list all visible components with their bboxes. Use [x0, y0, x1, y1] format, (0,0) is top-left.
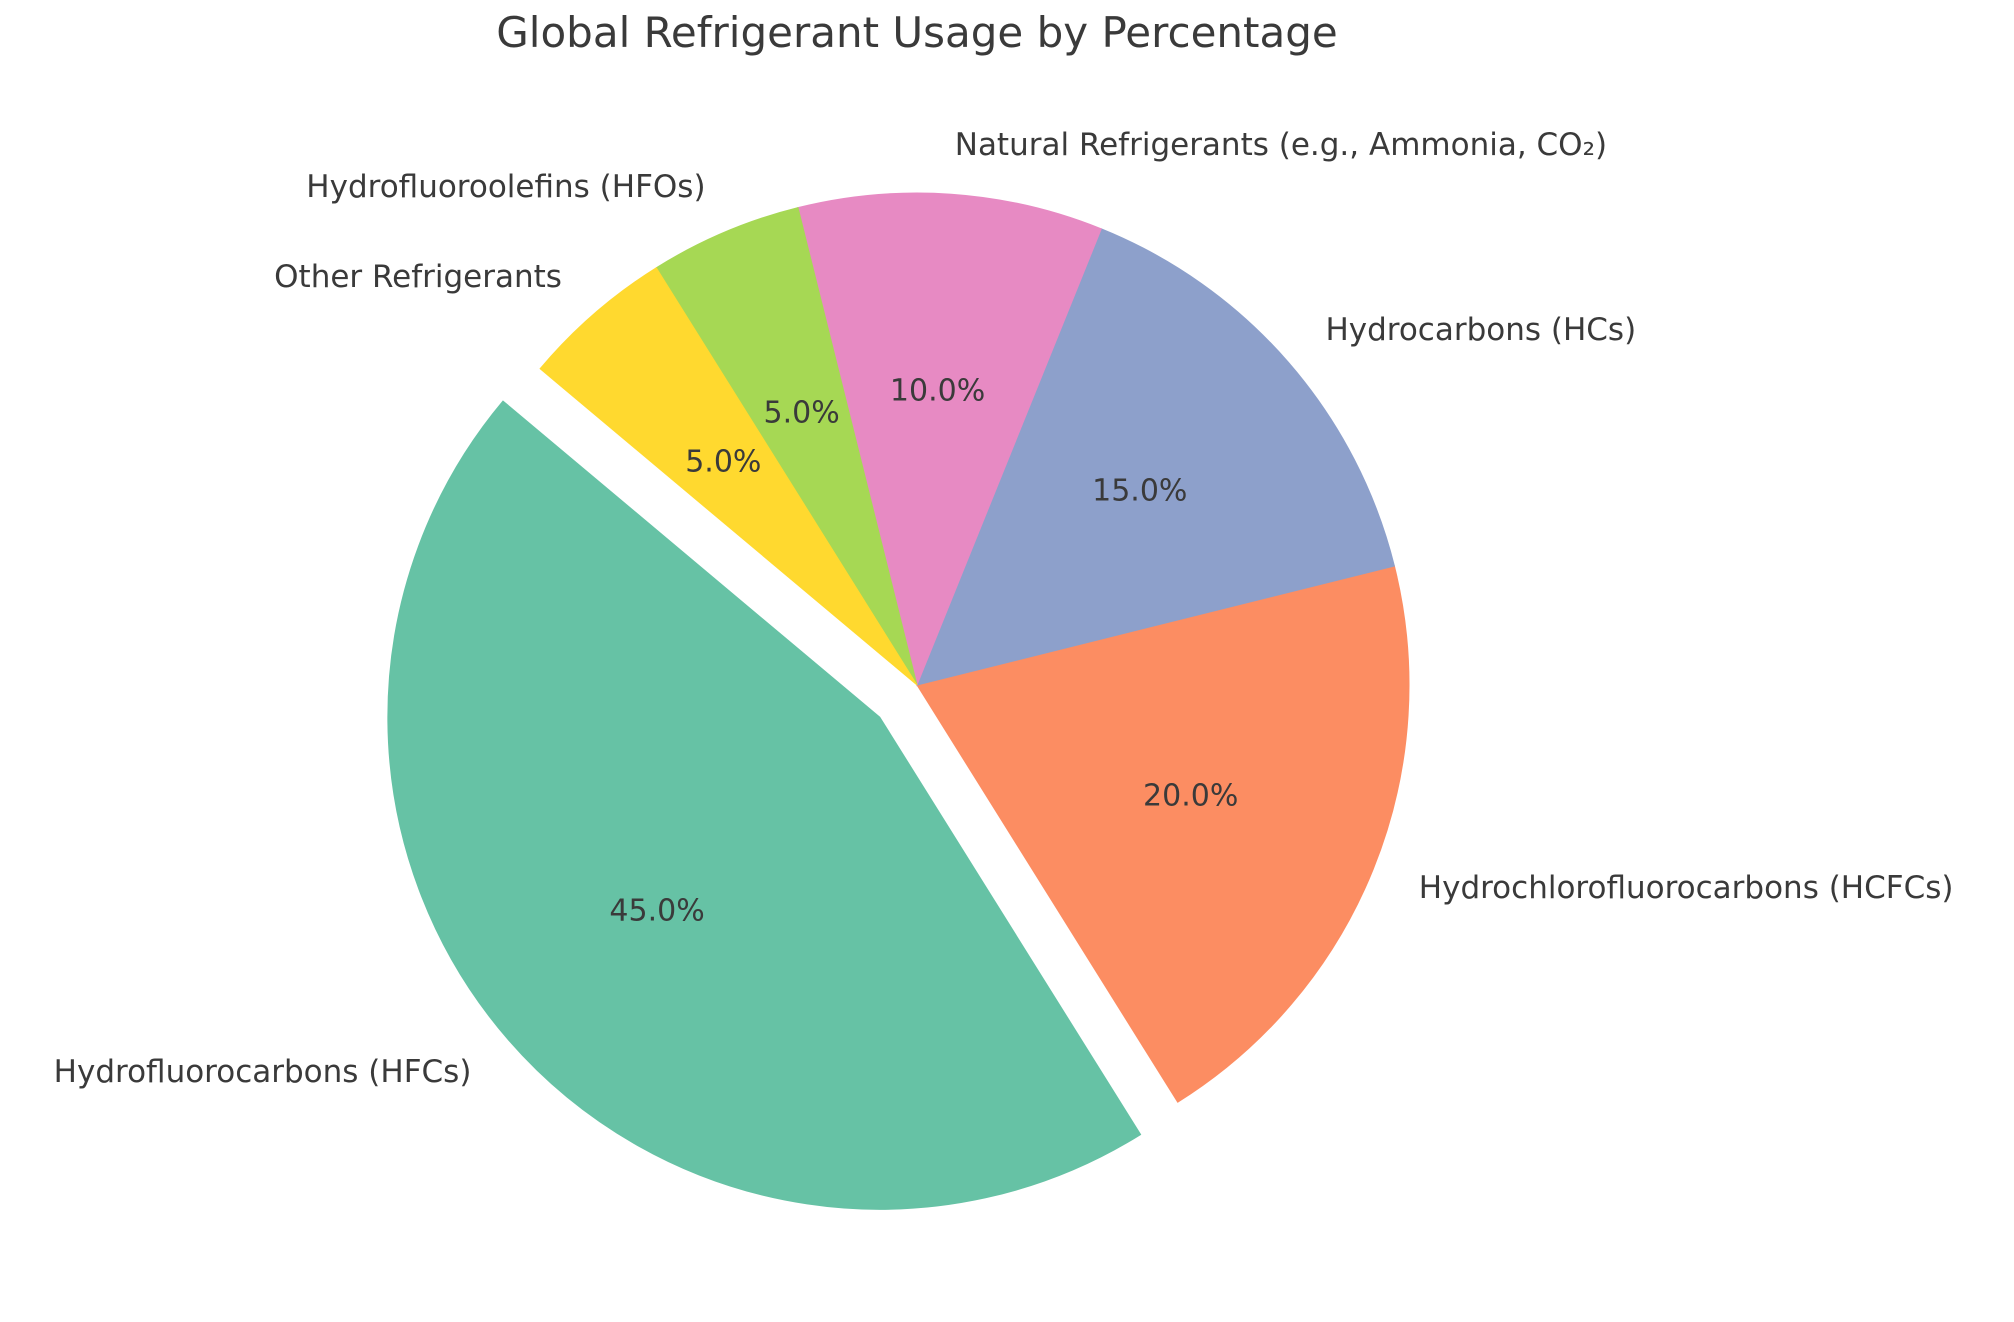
- pie-percent-label-5: 5.0%: [685, 444, 762, 480]
- pie-slice-label-0: Hydrofluorocarbons (HFCs): [53, 1054, 472, 1091]
- pie-slice-label-3: Natural Refrigerants (e.g., Ammonia, CO₂…: [954, 127, 1608, 164]
- pie-percent-label-3: 10.0%: [889, 373, 986, 409]
- pie-percent-label-0: 45.0%: [609, 893, 705, 929]
- pie-slice-label-4: Hydrofluoroolefins (HFOs): [306, 168, 706, 205]
- pie-slice-3: [797, 192, 1102, 687]
- pie-slice-label-5: Other Refrigerants: [274, 258, 562, 295]
- pie-percent-label-2: 15.0%: [1092, 473, 1188, 509]
- pie-slice-label-2: Hydrocarbons (HCs): [1325, 311, 1637, 348]
- chart-title: Global Refrigerant Usage by Percentage: [496, 8, 1338, 57]
- pie-percent-label-1: 20.0%: [1143, 778, 1239, 814]
- pie-slice-1: [916, 565, 1410, 1103]
- pie-slice-2: [916, 228, 1395, 686]
- pie-slice-label-1: Hydrochlorofluorocarbons (HCFCs): [1418, 869, 1954, 906]
- pie-slice-4: [655, 207, 918, 686]
- pie-percent-label-4: 5.0%: [763, 395, 840, 431]
- pie-slice-0: [387, 400, 1142, 1210]
- pie-slice-5: [539, 267, 918, 686]
